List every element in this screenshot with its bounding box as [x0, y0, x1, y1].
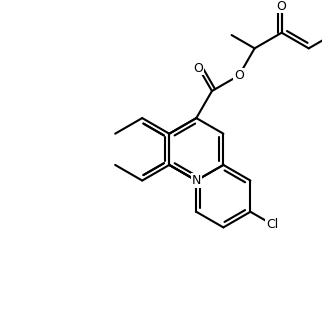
Text: O: O — [277, 0, 287, 13]
Text: Cl: Cl — [266, 218, 278, 231]
Text: O: O — [194, 61, 204, 74]
Text: O: O — [234, 69, 244, 82]
Text: N: N — [192, 174, 201, 187]
